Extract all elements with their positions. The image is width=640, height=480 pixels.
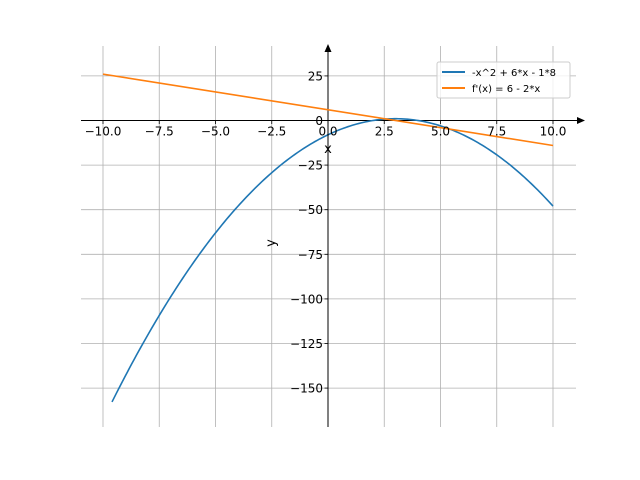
tick-labels: −10.0 −7.5 −5.0 −2.5 0.0 2.5 5.0 7.5 10.0 25 0 −25 −… xyxy=(85,69,567,395)
y-tick-label: −150 xyxy=(290,382,323,396)
x-tick-label: −2.5 xyxy=(257,125,286,139)
legend: -x^2 + 6*x - 1*8 f'(x) = 6 - 2*x xyxy=(436,61,571,99)
x-tick-label: 5.0 xyxy=(431,125,450,139)
y-tick-label: 0 xyxy=(315,114,323,128)
y-tick-label: −125 xyxy=(290,337,323,351)
legend-label-parabola: -x^2 + 6*x - 1*8 xyxy=(472,68,556,79)
legend-frame xyxy=(436,61,571,99)
y-axis-arrow xyxy=(324,44,332,52)
y-tick-label: −100 xyxy=(290,292,323,306)
legend-label-derivative: f'(x) = 6 - 2*x xyxy=(472,84,540,95)
series-line-derivative xyxy=(102,73,554,147)
x-tick-label: 7.5 xyxy=(487,125,506,139)
x-tick-label: −5.0 xyxy=(201,125,230,139)
y-tick-label: −75 xyxy=(298,248,323,262)
y-tick-label: 25 xyxy=(308,69,323,83)
x-tick-label: −10.0 xyxy=(85,125,122,139)
series-line-parabola xyxy=(111,117,554,403)
x-tick-label: −7.5 xyxy=(145,125,174,139)
y-tick-label: −25 xyxy=(298,159,323,173)
y-axis-label: y xyxy=(264,239,279,247)
x-tick-label: 10.0 xyxy=(540,125,567,139)
axes xyxy=(81,44,585,427)
x-tick-label: 0.0 xyxy=(318,125,337,139)
x-axis-arrow xyxy=(577,117,585,124)
series-lines xyxy=(102,73,554,403)
x-tick-label: 2.5 xyxy=(375,125,394,139)
x-axis-label: x xyxy=(324,142,332,157)
y-tick-label: −50 xyxy=(298,203,323,217)
